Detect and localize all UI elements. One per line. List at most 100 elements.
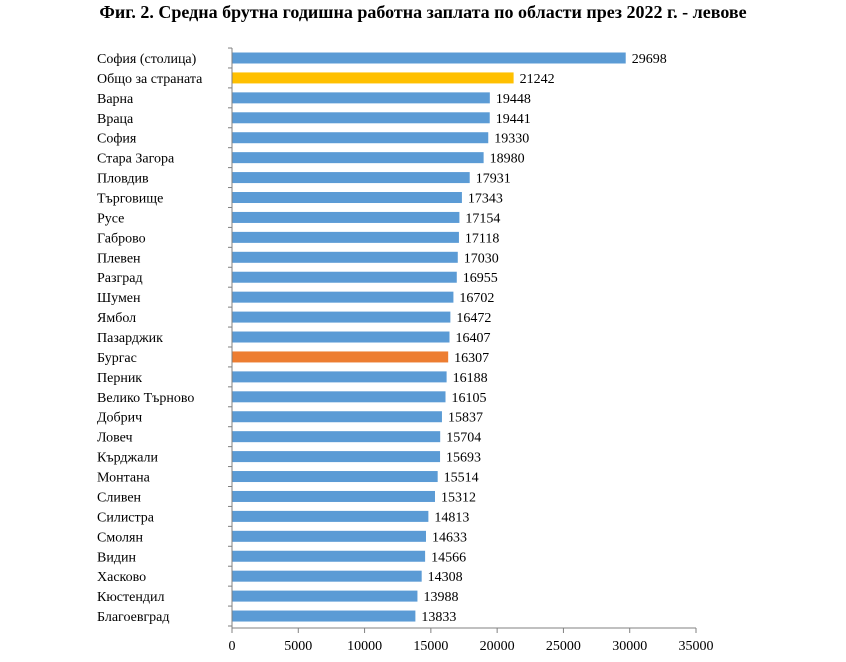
bar-20 bbox=[232, 451, 441, 463]
category-label-19: Ловеч bbox=[97, 431, 133, 446]
category-labels-group: София (столица) Общо за страната Варна Врац… bbox=[97, 52, 203, 625]
value-label-4: 19330 bbox=[494, 132, 529, 147]
value-label-2: 19448 bbox=[496, 92, 531, 107]
value-label-12: 16702 bbox=[459, 291, 494, 306]
value-label-20: 15693 bbox=[446, 451, 481, 466]
bar-27 bbox=[232, 590, 418, 602]
bar-0 bbox=[232, 52, 626, 64]
value-label-16: 16188 bbox=[453, 371, 488, 386]
x-tick-label-6: 30000 bbox=[612, 639, 647, 654]
value-label-19: 15704 bbox=[446, 431, 481, 446]
category-label-13: Ямбол bbox=[97, 311, 136, 326]
value-label-6: 17931 bbox=[476, 172, 511, 187]
category-label-18: Добрич bbox=[97, 411, 142, 426]
category-label-23: Силистра bbox=[97, 510, 155, 525]
value-label-28: 13833 bbox=[421, 610, 456, 625]
value-label-5: 18980 bbox=[490, 152, 525, 167]
bar-15 bbox=[232, 351, 449, 363]
value-label-3: 19441 bbox=[496, 112, 531, 127]
value-label-15: 16307 bbox=[454, 351, 489, 366]
value-label-0: 29698 bbox=[632, 52, 667, 67]
bar-11 bbox=[232, 271, 457, 283]
category-label-15: Бургас bbox=[97, 351, 137, 366]
value-label-14: 16407 bbox=[456, 331, 491, 346]
bar-12 bbox=[232, 291, 454, 303]
bar-18 bbox=[232, 411, 442, 423]
value-label-1: 21242 bbox=[520, 72, 555, 87]
bar-10 bbox=[232, 251, 458, 263]
category-label-25: Видин bbox=[97, 550, 136, 565]
value-label-22: 15312 bbox=[441, 490, 476, 505]
value-label-13: 16472 bbox=[456, 311, 491, 326]
bars-group bbox=[232, 52, 626, 622]
category-label-17: Велико Търново bbox=[97, 391, 194, 406]
value-label-18: 15837 bbox=[448, 411, 483, 426]
value-label-25: 14566 bbox=[431, 550, 466, 565]
value-label-9: 17118 bbox=[465, 231, 499, 246]
bar-23 bbox=[232, 510, 429, 522]
bar-2 bbox=[232, 92, 490, 104]
bar-14 bbox=[232, 331, 450, 343]
category-label-0: София (столица) bbox=[97, 52, 197, 67]
x-tick-label-4: 20000 bbox=[480, 639, 515, 654]
bar-28 bbox=[232, 610, 416, 622]
category-label-10: Плевен bbox=[97, 251, 141, 266]
bar-3 bbox=[232, 112, 490, 124]
x-tick-label-5: 25000 bbox=[546, 639, 581, 654]
value-label-11: 16955 bbox=[463, 271, 498, 286]
category-label-20: Кърджали bbox=[97, 451, 159, 466]
bar-8 bbox=[232, 211, 460, 223]
category-label-2: Варна bbox=[97, 92, 134, 107]
category-label-27: Кюстендил bbox=[97, 590, 164, 605]
bar-4 bbox=[232, 132, 489, 144]
bar-17 bbox=[232, 391, 446, 403]
value-label-27: 13988 bbox=[423, 590, 458, 605]
bar-19 bbox=[232, 431, 441, 443]
category-label-16: Перник bbox=[97, 371, 142, 386]
bar-24 bbox=[232, 530, 426, 542]
category-label-1: Общо за страната bbox=[97, 72, 203, 87]
value-label-23: 14813 bbox=[434, 510, 469, 525]
value-labels-group: 29698 21242 19448 19441 19330 18980 17931 17343… bbox=[421, 52, 666, 625]
x-tick-label-1: 5000 bbox=[284, 639, 312, 654]
category-label-21: Монтана bbox=[97, 471, 151, 486]
category-label-11: Разград bbox=[97, 271, 143, 286]
value-label-10: 17030 bbox=[464, 251, 499, 266]
value-label-8: 17154 bbox=[465, 211, 500, 226]
category-label-5: Стара Загора bbox=[97, 152, 175, 167]
value-label-17: 16105 bbox=[452, 391, 487, 406]
bar-21 bbox=[232, 471, 438, 483]
x-tick-label-7: 35000 bbox=[679, 639, 714, 654]
bar-13 bbox=[232, 311, 451, 323]
bar-16 bbox=[232, 371, 447, 383]
category-label-3: Враца bbox=[97, 112, 134, 127]
category-label-12: Шумен bbox=[97, 291, 141, 306]
category-label-26: Хасково bbox=[97, 570, 146, 585]
value-label-21: 15514 bbox=[444, 471, 479, 486]
bar-25 bbox=[232, 550, 426, 562]
category-label-14: Пазарджик bbox=[97, 331, 163, 346]
bar-1 bbox=[232, 72, 514, 84]
category-label-28: Благоевград bbox=[97, 610, 170, 625]
bar-26 bbox=[232, 570, 422, 582]
bar-22 bbox=[232, 490, 435, 502]
category-label-4: София bbox=[97, 132, 137, 147]
value-label-7: 17343 bbox=[468, 192, 503, 207]
value-label-26: 14308 bbox=[428, 570, 463, 585]
bar-5 bbox=[232, 152, 484, 164]
category-label-24: Смолян bbox=[97, 530, 143, 545]
bar-9 bbox=[232, 231, 459, 243]
x-tick-label-0: 0 bbox=[229, 639, 236, 654]
category-label-9: Габрово bbox=[97, 231, 146, 246]
category-label-6: Пловдив bbox=[97, 172, 149, 187]
axes-group: 0 5000 10000 15000 20000 25000 30000 35000 bbox=[228, 47, 714, 654]
category-label-22: Сливен bbox=[97, 490, 142, 505]
x-tick-label-3: 15000 bbox=[413, 639, 448, 654]
bar-6 bbox=[232, 172, 470, 184]
bar-7 bbox=[232, 192, 462, 204]
category-label-8: Русе bbox=[97, 211, 124, 226]
category-label-7: Търговище bbox=[97, 192, 163, 207]
x-tick-label-2: 10000 bbox=[347, 639, 382, 654]
value-label-24: 14633 bbox=[432, 530, 467, 545]
